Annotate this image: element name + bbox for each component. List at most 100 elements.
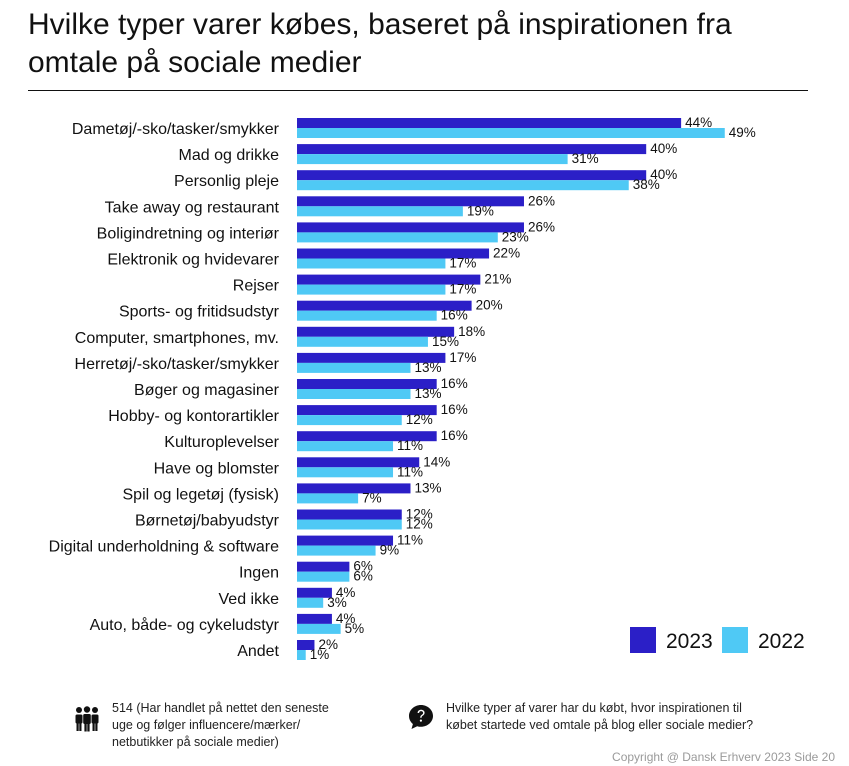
category-label: Personlig pleje (174, 173, 279, 190)
title-divider (28, 90, 808, 91)
bar-2022 (297, 180, 629, 191)
bar-2023 (297, 405, 437, 416)
value-label-2022: 49% (729, 125, 756, 140)
bar-2022 (297, 597, 324, 608)
bar-2022 (297, 154, 568, 165)
bar-2022 (297, 362, 411, 373)
value-label-2022: 3% (327, 595, 347, 610)
legend-label-2022: 2022 (758, 630, 805, 653)
value-label-2022: 7% (362, 490, 382, 505)
value-label-2022: 17% (449, 256, 476, 271)
value-label-2023: 44% (685, 115, 712, 130)
category-label: Bøger og magasiner (134, 382, 280, 399)
question-bubble-icon (409, 705, 433, 729)
bar-2022 (297, 206, 463, 217)
bar-2023 (297, 509, 402, 520)
value-label-2022: 15% (432, 334, 459, 349)
value-label-2023: 14% (423, 454, 450, 469)
value-label-2023: 40% (650, 141, 677, 156)
value-label-2023: 21% (484, 272, 511, 287)
value-label-2022: 13% (414, 360, 441, 375)
bar-2023 (297, 352, 446, 363)
value-label-2022: 38% (633, 177, 660, 192)
value-label-2023: 40% (650, 167, 677, 182)
category-label: Ved ikke (219, 591, 280, 608)
people-group-icon (75, 706, 99, 732)
bar-2023 (297, 561, 350, 572)
category-label: Andet (237, 643, 279, 660)
value-label-2023: 26% (528, 219, 555, 234)
bar-2023 (297, 613, 332, 624)
value-label-2022: 11% (397, 464, 423, 479)
value-label-2023: 4% (336, 611, 356, 626)
category-label: Spil og legetøj (fysisk) (123, 486, 280, 503)
category-label: Elektronik og hvidevarer (107, 252, 279, 269)
category-label: Kulturoplevelser (164, 434, 279, 451)
category-label: Have og blomster (154, 460, 280, 477)
category-label: Rejser (233, 278, 280, 295)
value-label-2022: 16% (441, 308, 468, 323)
sample-description: 514 (Har handlet på nettet den seneste u… (112, 701, 329, 749)
category-label: Computer, smartphones, mv. (75, 330, 279, 347)
value-label-2022: 9% (380, 543, 400, 558)
value-label-2022: 6% (353, 569, 373, 584)
value-label-2022: 12% (406, 412, 433, 427)
bar-2023 (297, 587, 332, 598)
value-label-2023: 16% (441, 402, 468, 417)
survey-question: Hvilke typer af varer har du købt, hvor … (408, 700, 808, 734)
bar-2023 (297, 300, 472, 311)
value-label-2023: 12% (406, 507, 433, 522)
value-label-2023: 2% (318, 637, 338, 652)
bar-2022 (297, 415, 402, 426)
legend-label-2023: 2023 (666, 630, 713, 653)
bar-2023 (297, 326, 455, 337)
bar-2022 (297, 623, 341, 634)
bar-2023 (297, 274, 481, 285)
value-label-2022: 1% (310, 647, 330, 662)
bar-2023 (297, 640, 315, 650)
page-title: Hvilke typer varer købes, baseret på ins… (28, 8, 732, 79)
bars (297, 118, 725, 660)
value-label-2022: 13% (414, 386, 441, 401)
bar-2022 (297, 128, 725, 138)
bar-2023 (297, 248, 490, 259)
bar-2023 (297, 170, 647, 181)
value-label-2023: 26% (528, 193, 555, 208)
category-label: Ingen (239, 565, 279, 582)
question-text: Hvilke typer af varer har du købt, hvor … (446, 701, 754, 732)
bar-2023 (297, 144, 647, 155)
bar-2022 (297, 650, 306, 660)
category-label: Digital underholdning & software (49, 539, 279, 556)
legend: 2023 2022 (630, 627, 805, 653)
bar-2022 (297, 232, 498, 243)
value-label-2022: 31% (572, 151, 599, 166)
bar-2023 (297, 457, 420, 468)
bar-2022 (297, 389, 411, 399)
value-label-2022: 12% (406, 517, 433, 532)
value-label-2023: 11% (397, 533, 423, 548)
value-label-2022: 23% (502, 229, 529, 244)
bar-2022 (297, 571, 350, 582)
category-label: Take away og restaurant (105, 199, 280, 216)
bar-2022 (297, 545, 376, 556)
category-labels: Dametøj/-sko/tasker/smykker Mad og drikke… (49, 121, 280, 660)
value-label-2023: 16% (441, 376, 468, 391)
bar-2023 (297, 379, 437, 389)
value-label-2023: 17% (449, 350, 476, 365)
bar-2022 (297, 336, 428, 347)
value-label-2022: 17% (449, 282, 476, 297)
value-label-2023: 6% (353, 559, 373, 574)
sample-note: 514 (Har handlet på nettet den seneste u… (72, 700, 372, 751)
value-label-2023: 20% (476, 298, 503, 313)
category-label: Børnetøj/babyudstyr (135, 513, 280, 530)
category-label: Herretøj/-sko/tasker/smykker (75, 356, 280, 373)
value-label-2023: 22% (493, 246, 520, 261)
copyright-notice: Copyright @ Dansk Erhverv 2023 Side 20 (612, 750, 835, 764)
category-label: Hobby- og kontorartikler (108, 408, 279, 425)
category-label: Sports- og fritidsudstyr (119, 304, 280, 321)
bar-2022 (297, 441, 394, 452)
bar-2023 (297, 118, 682, 128)
bar-2022 (297, 284, 446, 295)
category-label: Mad og drikke (179, 147, 280, 164)
bar-2022 (297, 519, 402, 530)
